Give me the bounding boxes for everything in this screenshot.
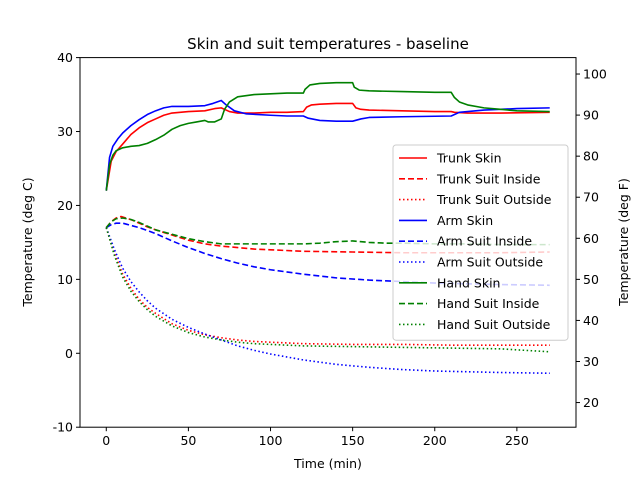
legend-label: Hand Skin — [437, 275, 500, 290]
y-axis-left: -10 0 10 20 30 40 — [53, 50, 80, 435]
y2-tick-label: 50 — [583, 272, 599, 287]
legend-label: Hand Suit Inside — [437, 296, 540, 311]
x-axis-label: Time (min) — [293, 456, 362, 471]
x-tick-label: 0 — [102, 433, 110, 448]
legend-label: Trunk Suit Inside — [436, 171, 541, 186]
series-line-trunk-skin — [105, 102, 550, 191]
series-line-trunk-suit-outside — [105, 227, 550, 346]
x-axis: 0 50 100 150 200 250 — [102, 427, 529, 448]
legend-label: Arm Suit Outside — [437, 255, 543, 270]
legend-label: Hand Suit Outside — [437, 317, 551, 332]
plot-area — [105, 81, 550, 375]
y-tick-label: 30 — [57, 124, 73, 139]
x-tick-label: 100 — [259, 433, 283, 448]
series-line-arm-skin — [105, 99, 550, 191]
legend-label: Arm Suit Inside — [437, 234, 532, 249]
legend-label: Trunk Skin — [436, 151, 502, 166]
y-axis-label-right: Temperature (deg F) — [616, 178, 631, 307]
y2-tick-label: 100 — [583, 67, 607, 82]
legend-box — [392, 144, 569, 341]
x-tick-label: 200 — [423, 433, 447, 448]
series-line-hand-skin — [105, 81, 550, 191]
y2-tick-label: 80 — [583, 149, 599, 164]
y-axis-right: 20 30 40 50 60 70 80 90 100 — [576, 67, 607, 410]
series-line-arm-suit-outside — [105, 227, 550, 375]
y2-tick-label: 90 — [583, 108, 599, 123]
x-tick-label: 150 — [341, 433, 365, 448]
x-tick-label: 250 — [505, 433, 529, 448]
legend-label: Trunk Suit Outside — [436, 192, 552, 207]
y-tick-label: 0 — [65, 346, 73, 361]
y2-tick-label: 30 — [583, 354, 599, 369]
legend-label: Arm Skin — [437, 213, 493, 228]
y-axis-label: Temperature (deg C) — [20, 177, 35, 307]
y-tick-label: 20 — [57, 198, 73, 213]
series-line-trunk-suit-inside — [105, 215, 550, 254]
y2-tick-label: 40 — [583, 313, 599, 328]
plot-frame — [79, 57, 577, 428]
x-tick-label: 50 — [180, 433, 196, 448]
y-tick-label: 40 — [57, 50, 73, 65]
y2-tick-label: 70 — [583, 190, 599, 205]
chart-title: Skin and suit temperatures - baseline — [187, 35, 469, 53]
y-tick-label: 10 — [57, 272, 73, 287]
legend: Trunk Skin Trunk Suit Inside Trunk Suit Ou… — [392, 144, 569, 341]
series-layer — [105, 81, 550, 375]
y-tick-label: -10 — [53, 420, 73, 435]
y2-tick-label: 60 — [583, 231, 599, 246]
y2-tick-label: 20 — [583, 395, 599, 410]
